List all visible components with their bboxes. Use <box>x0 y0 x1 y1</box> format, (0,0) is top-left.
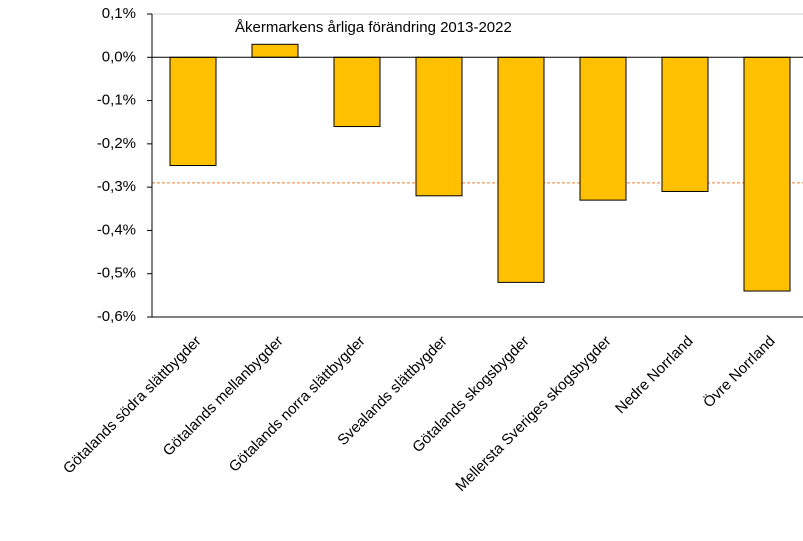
x-tick-label: Övre Norrland <box>699 332 778 411</box>
y-tick-label: -0,2% <box>97 135 136 152</box>
y-tick-label: -0,4% <box>97 221 136 238</box>
bar <box>661 56 709 192</box>
x-tick-label: Mellersta Sveriges skogsbygder <box>452 333 614 495</box>
plot: 0,1% 0,0% -0,1% -0,2% -0,3% -0,4% -0,5% -0,6% Gö… <box>60 5 803 495</box>
x-tick-label: Götalands södra slättbygder <box>60 333 205 478</box>
x-tick-label: Götalands norra slättbygder <box>226 333 369 476</box>
chart-title: Åkermarkens årliga förändring 2013-2022 <box>235 19 512 36</box>
y-tick-label: -0,3% <box>97 178 136 195</box>
bar <box>579 56 627 201</box>
y-tick-label: -0,6% <box>97 308 136 325</box>
x-tick-label: Nedre Norrland <box>612 333 697 418</box>
y-tick-label: -0,1% <box>97 92 136 109</box>
bar <box>415 56 463 197</box>
y-tick-label: -0,5% <box>97 265 136 282</box>
bar <box>251 43 299 58</box>
bar <box>743 56 791 292</box>
bar <box>333 56 381 128</box>
y-tick-label: 0,1% <box>102 5 136 22</box>
y-tick-label: 0,0% <box>102 48 136 65</box>
bar <box>497 56 545 283</box>
bar <box>169 56 217 166</box>
